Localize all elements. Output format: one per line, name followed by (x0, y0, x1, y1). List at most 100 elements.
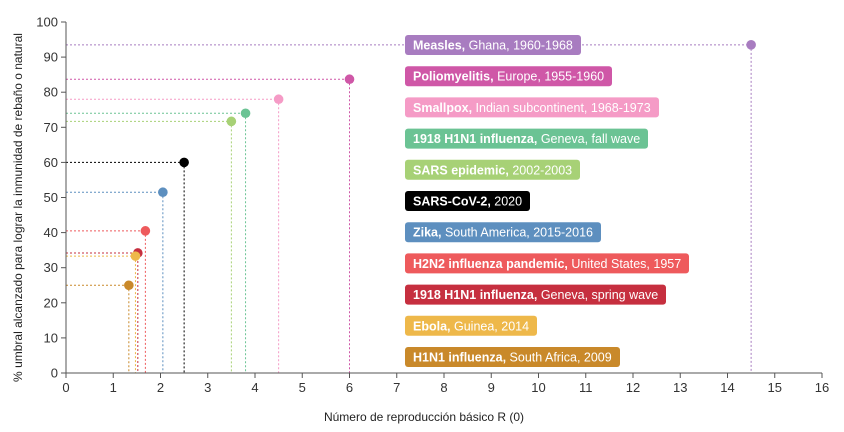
x-tick-label: 7 (393, 380, 400, 395)
series-label: Smallpox, Indian subcontinent, 1968-1973 (405, 97, 659, 118)
x-tick-label: 4 (251, 380, 258, 395)
series-label: Ebola, Guinea, 2014 (405, 315, 537, 336)
y-tick-label: 60 (44, 155, 58, 170)
series-detail: Geneva, fall wave (537, 132, 640, 146)
x-tick-label: 8 (440, 380, 447, 395)
series-label-text: SARS epidemic, 2002-2003 (413, 163, 572, 177)
x-tick-label: 16 (815, 380, 829, 395)
data-point (179, 157, 189, 168)
data-point (140, 226, 151, 236)
data-point (158, 187, 168, 198)
x-tick-label: 14 (720, 380, 734, 395)
data-points (124, 40, 756, 291)
series-label-text: H1N1 influenza, South Africa, 2009 (413, 351, 612, 365)
series-name: SARS epidemic, (413, 163, 509, 177)
series-label: Poliomyelitis, Europe, 1955-1960 (405, 66, 612, 87)
data-point (344, 74, 355, 85)
y-axis-title: % umbral alcanzado para lograr la inmuni… (11, 33, 25, 382)
series-detail: South Africa, 2009 (506, 351, 612, 365)
y-tick-label: 40 (44, 225, 58, 240)
series-labels: Measles, Ghana, 1960-1968 Poliomyelitis, … (405, 35, 689, 367)
series-name: H1N1 influenza, (413, 351, 506, 365)
y-tick-label: 20 (44, 295, 58, 310)
y-tick-label: 70 (44, 120, 58, 135)
series-label-text: Ebola, Guinea, 2014 (413, 319, 529, 333)
series-name: Ebola, (413, 319, 451, 333)
series-label-badge (405, 222, 601, 243)
series-label-badge (405, 159, 580, 180)
series-label-text: 1918 H1N1 influenza, Geneva, spring wave (413, 288, 658, 302)
series-label-text: Measles, Ghana, 1960-1968 (413, 39, 573, 53)
series-label: SARS-CoV-2, 2020 (405, 191, 530, 211)
series-detail: 2020 (491, 195, 522, 209)
x-tick-label: 5 (299, 380, 306, 395)
series-name: Measles, (413, 39, 465, 53)
series-label: 1918 H1N1 influenza, Geneva, spring wave (405, 284, 666, 305)
series-detail: South America, 2015-2016 (442, 226, 594, 240)
series-detail: Europe, 1955-1960 (494, 70, 605, 84)
series-detail: United States, 1957 (568, 257, 681, 271)
series-label-text: 1918 H1N1 influenza, Geneva, fall wave (413, 132, 640, 146)
series-label: Zika, South America, 2015-2016 (405, 222, 601, 243)
data-point (240, 108, 251, 119)
series-name: Smallpox, (413, 101, 472, 115)
x-axis-title: Número de reproducción básico R (0) (324, 410, 524, 424)
series-name: SARS-CoV-2, (413, 195, 491, 209)
series-detail: Geneva, spring wave (537, 288, 658, 302)
series-name: Zika, (413, 226, 442, 240)
y-tick-label: 90 (44, 50, 58, 65)
x-tick-label: 2 (157, 380, 164, 395)
x-tick-label: 15 (768, 380, 782, 395)
series-label: H2N2 influenza pandemic, United States, … (405, 253, 689, 274)
series-label-badge (405, 66, 612, 87)
y-tick-label: 0 (51, 366, 58, 381)
series-detail: 2002-2003 (509, 163, 572, 177)
x-tick-label: 1 (110, 380, 117, 395)
x-tick-label: 9 (488, 380, 495, 395)
data-point (130, 251, 141, 261)
series-label: H1N1 influenza, South Africa, 2009 (405, 347, 620, 367)
x-tick-label: 12 (626, 380, 640, 395)
series-label-text: H2N2 influenza pandemic, United States, … (413, 257, 681, 271)
y-tick-label: 80 (44, 85, 58, 100)
series-label-badge (405, 315, 537, 336)
series-name: H2N2 influenza pandemic, (413, 257, 568, 271)
series-name: 1918 H1N1 influenza, (413, 132, 537, 146)
x-tick-label: 10 (531, 380, 545, 395)
series-label-text: Smallpox, Indian subcontinent, 1968-1973 (413, 101, 651, 115)
series-label-badge (405, 35, 581, 55)
series-detail: Indian subcontinent, 1968-1973 (472, 101, 651, 115)
x-tick-label: 11 (579, 380, 593, 395)
series-name: Poliomyelitis, (413, 70, 494, 84)
data-point (226, 116, 237, 127)
series-name: 1918 H1N1 influenza, (413, 288, 537, 302)
y-tick-label: 50 (44, 190, 58, 205)
data-point (746, 40, 756, 50)
series-label-text: SARS-CoV-2, 2020 (413, 195, 522, 209)
dashed-guide-lines (66, 44, 752, 373)
series-label: SARS epidemic, 2002-2003 (405, 159, 580, 180)
x-tick-label: 6 (346, 380, 353, 395)
series-label: Measles, Ghana, 1960-1968 (405, 35, 581, 55)
series-label-badge (405, 128, 648, 149)
series-label-badge (405, 253, 689, 274)
data-point (124, 280, 134, 291)
series-label-badge (405, 284, 666, 305)
y-tick-label: 10 (44, 330, 58, 345)
data-point (273, 94, 284, 105)
series-label-text: Zika, South America, 2015-2016 (413, 226, 593, 240)
x-tick-label: 3 (204, 380, 211, 395)
series-label-badge (405, 97, 659, 118)
series-label: 1918 H1N1 influenza, Geneva, fall wave (405, 128, 648, 149)
series-detail: Guinea, 2014 (451, 319, 530, 333)
series-label-badge (405, 191, 530, 211)
series-label-badge (405, 347, 620, 367)
y-tick-label: 100 (36, 15, 58, 30)
x-tick-label: 0 (62, 380, 69, 395)
series-detail: Ghana, 1960-1968 (465, 39, 573, 53)
x-tick-label: 13 (673, 380, 687, 395)
y-tick-label: 30 (44, 260, 58, 275)
series-label-text: Poliomyelitis, Europe, 1955-1960 (413, 70, 604, 84)
